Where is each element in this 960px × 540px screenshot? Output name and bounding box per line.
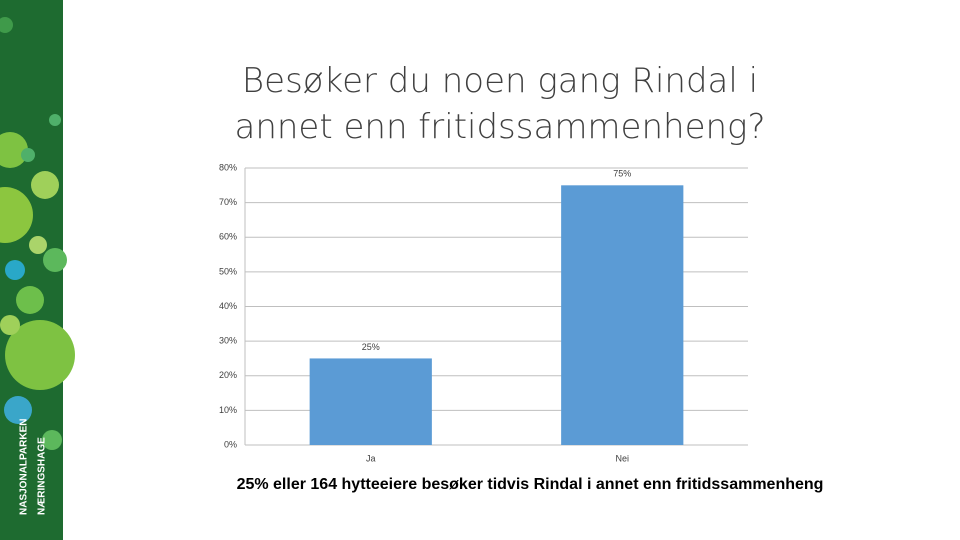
y-tick-label: 60% bbox=[219, 232, 237, 242]
dot bbox=[0, 187, 33, 243]
value-label: 25% bbox=[362, 342, 380, 352]
y-tick-label: 40% bbox=[219, 301, 237, 311]
dot bbox=[29, 236, 47, 254]
dot bbox=[4, 396, 32, 424]
chart-title: Besøker du noen gang Rindal i annet enn … bbox=[234, 61, 766, 147]
y-tick-label: 50% bbox=[219, 266, 237, 276]
sidebar: NASJONALPARKEN NÆRINGSHAGE bbox=[0, 0, 75, 540]
bar bbox=[561, 185, 684, 445]
y-tick-label: 20% bbox=[219, 370, 237, 380]
y-tick-label: 10% bbox=[219, 405, 237, 415]
x-tick-label: Ja bbox=[366, 453, 376, 463]
value-label: 75% bbox=[613, 169, 631, 179]
dot bbox=[31, 171, 59, 199]
logo-small: NASJONALPARKEN bbox=[19, 419, 30, 516]
dot bbox=[5, 320, 75, 390]
dot bbox=[0, 132, 28, 168]
y-tick-label: 30% bbox=[219, 336, 237, 346]
dot bbox=[0, 315, 20, 335]
dot bbox=[42, 430, 62, 450]
y-tick-label: 80% bbox=[219, 162, 237, 172]
dot bbox=[16, 286, 44, 314]
caption: 25% eller 164 hytteeiere besøker tidvis … bbox=[236, 476, 824, 493]
dot bbox=[5, 260, 25, 280]
dot bbox=[43, 248, 67, 272]
dot bbox=[21, 148, 35, 162]
y-tick-label: 0% bbox=[224, 439, 237, 449]
y-tick-label: 70% bbox=[219, 197, 237, 207]
dot bbox=[49, 114, 61, 126]
x-tick-label: Nei bbox=[615, 453, 629, 463]
dot bbox=[0, 17, 13, 33]
bar bbox=[309, 358, 432, 445]
logo-large: NÆRINGSHAGE bbox=[37, 437, 48, 515]
